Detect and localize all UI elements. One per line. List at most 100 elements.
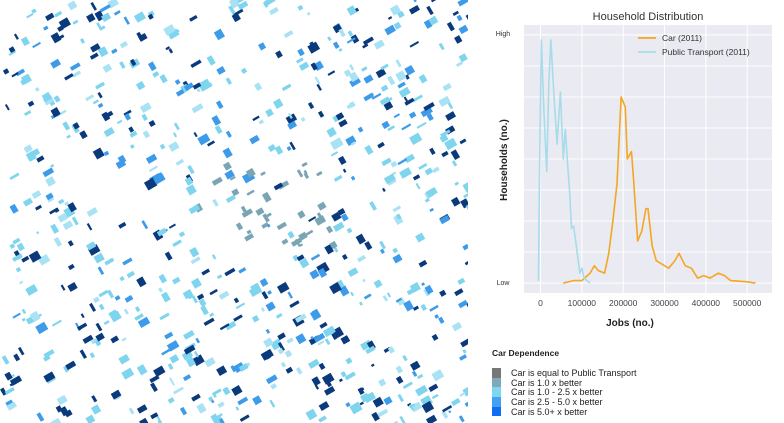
building <box>209 288 218 296</box>
building <box>56 394 68 406</box>
building <box>89 302 97 312</box>
building <box>239 414 250 422</box>
building <box>426 112 434 122</box>
building <box>451 160 458 167</box>
building <box>341 253 348 260</box>
building <box>171 276 181 285</box>
building <box>82 334 94 344</box>
building <box>423 102 435 112</box>
building <box>450 397 461 407</box>
building <box>344 371 356 381</box>
building <box>225 130 232 138</box>
building <box>251 314 260 323</box>
building <box>103 127 115 138</box>
building <box>43 371 56 383</box>
building <box>346 227 353 234</box>
building <box>182 374 192 382</box>
building <box>409 132 423 145</box>
building <box>429 147 436 155</box>
building <box>439 214 450 225</box>
building <box>262 1 269 8</box>
building <box>332 41 340 50</box>
building <box>142 130 151 139</box>
building <box>67 0 78 11</box>
building <box>188 204 201 215</box>
building <box>54 10 63 18</box>
building <box>357 254 367 263</box>
building <box>28 250 42 263</box>
building <box>164 331 174 340</box>
building <box>235 222 244 231</box>
building <box>438 316 445 324</box>
building <box>458 299 468 309</box>
building <box>17 346 25 356</box>
x-tick-label: 100000 <box>568 298 597 308</box>
building <box>281 238 289 245</box>
building <box>325 225 334 234</box>
building <box>90 404 102 415</box>
building <box>316 83 322 91</box>
building <box>404 74 410 80</box>
building <box>360 387 365 391</box>
building <box>79 130 88 140</box>
building <box>346 37 356 44</box>
legend-entry: Public Transport (2011) <box>662 47 750 57</box>
building <box>222 147 233 159</box>
building <box>384 24 396 36</box>
building <box>287 291 293 299</box>
building <box>372 396 384 408</box>
building <box>124 294 134 303</box>
building <box>16 242 25 252</box>
building <box>123 16 130 25</box>
building <box>79 38 86 44</box>
building <box>428 383 439 392</box>
building <box>193 350 200 358</box>
building <box>110 389 122 400</box>
building <box>415 182 421 190</box>
building <box>327 70 336 76</box>
building <box>397 158 408 166</box>
building <box>50 58 62 69</box>
building <box>276 281 290 294</box>
building <box>246 229 252 235</box>
building <box>98 303 105 311</box>
building <box>157 172 166 182</box>
building <box>57 212 68 223</box>
building <box>448 410 452 414</box>
building <box>314 76 321 85</box>
building <box>381 120 390 130</box>
building <box>431 369 445 382</box>
building <box>35 321 49 335</box>
building <box>408 111 417 119</box>
building <box>317 110 325 118</box>
building <box>346 5 357 16</box>
building <box>386 292 392 298</box>
building <box>369 201 377 211</box>
building <box>265 374 278 385</box>
car-dependence-legend: Car Dependence Car is equal to Public Tr… <box>492 348 637 417</box>
building <box>383 396 393 406</box>
building <box>295 367 303 375</box>
building <box>67 240 74 247</box>
building <box>303 172 310 180</box>
building <box>228 0 240 9</box>
building <box>159 143 166 150</box>
building <box>458 24 468 35</box>
building <box>301 161 308 168</box>
building <box>90 43 101 53</box>
building <box>183 82 195 92</box>
building <box>174 29 180 34</box>
building <box>375 68 387 79</box>
building <box>289 300 300 308</box>
building <box>338 28 346 38</box>
building <box>285 113 298 125</box>
building <box>41 91 53 103</box>
building <box>416 373 424 380</box>
building <box>21 255 30 263</box>
building <box>377 141 385 149</box>
building <box>265 328 271 334</box>
building <box>390 160 398 168</box>
building <box>190 59 202 69</box>
building <box>49 164 55 168</box>
building <box>260 307 265 312</box>
